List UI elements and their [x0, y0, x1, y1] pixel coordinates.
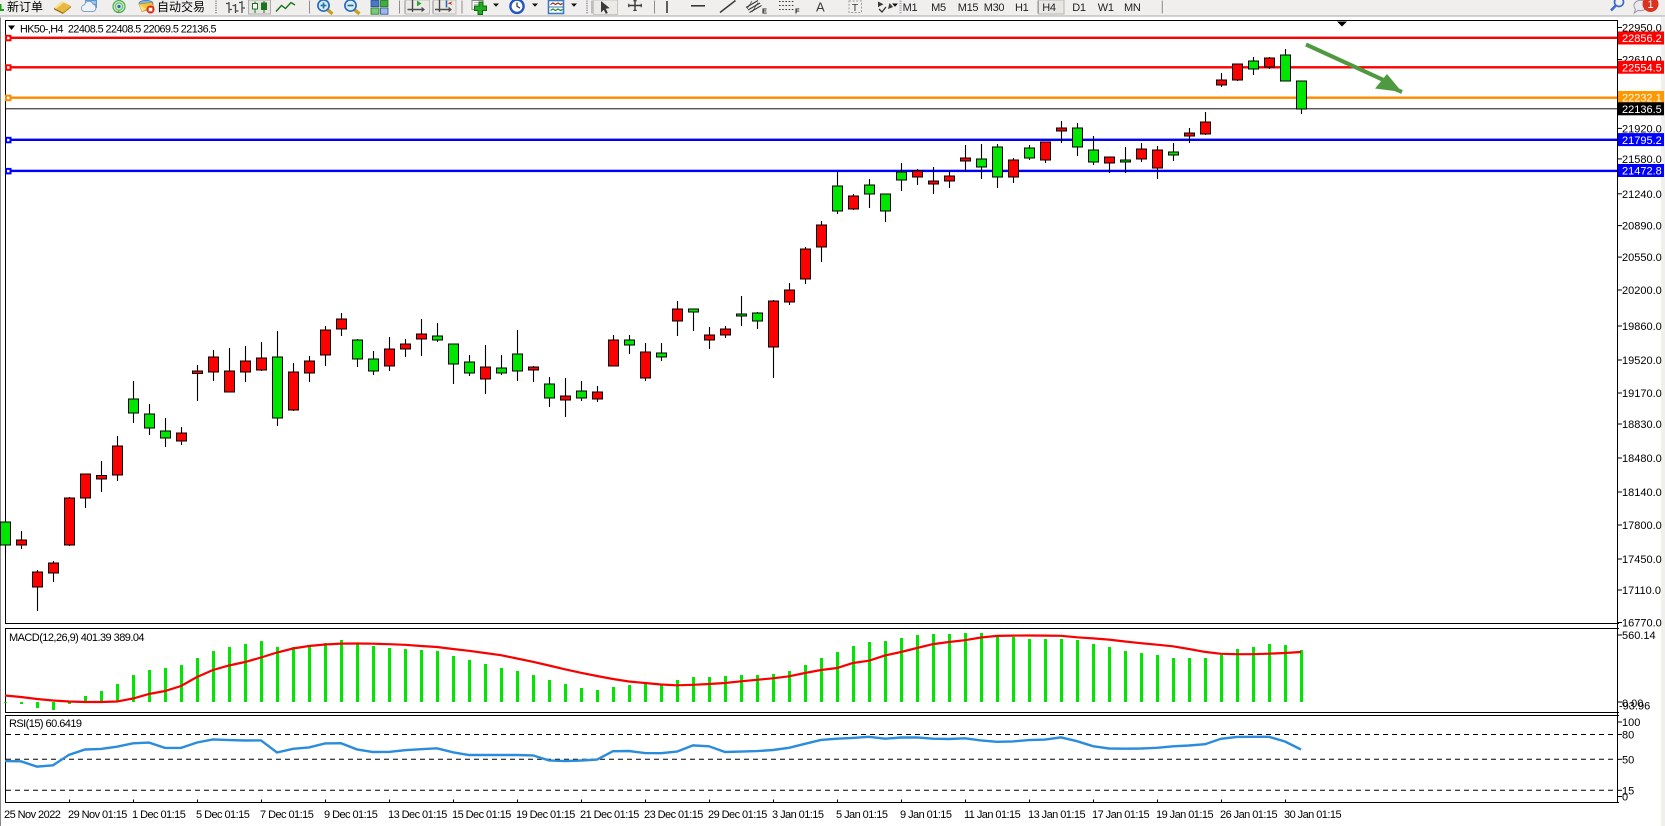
- svg-text:19170.0: 19170.0: [1622, 388, 1662, 400]
- svg-text:21795.2: 21795.2: [1622, 135, 1662, 147]
- svg-text:A: A: [816, 0, 825, 15]
- svg-text:20550.0: 20550.0: [1622, 252, 1662, 264]
- svg-text:21 Dec 01:15: 21 Dec 01:15: [580, 809, 639, 821]
- svg-text:13 Dec 01:15: 13 Dec 01:15: [388, 809, 447, 821]
- svg-text:20890.0: 20890.0: [1622, 221, 1662, 233]
- svg-text:MN: MN: [1124, 2, 1141, 14]
- svg-text:22554.5: 22554.5: [1622, 62, 1662, 74]
- svg-text:自动交易: 自动交易: [157, 0, 205, 14]
- svg-text:560.14: 560.14: [1622, 630, 1656, 642]
- svg-text:23 Dec 01:15: 23 Dec 01:15: [644, 809, 703, 821]
- svg-text:H1: H1: [1015, 2, 1029, 14]
- svg-text:HK50-,H4 22408.5 22408.5 2206: HK50-,H4 22408.5 22408.5 22069.5 22136.5: [20, 24, 217, 36]
- svg-text:20200.0: 20200.0: [1622, 285, 1662, 297]
- svg-text:17800.0: 17800.0: [1622, 520, 1662, 532]
- svg-text:13 Jan 01:15: 13 Jan 01:15: [1028, 809, 1085, 821]
- svg-text:22136.5: 22136.5: [1622, 104, 1662, 116]
- svg-text:9 Jan 01:15: 9 Jan 01:15: [900, 809, 952, 821]
- svg-text:21240.0: 21240.0: [1622, 189, 1662, 201]
- svg-text:F: F: [795, 7, 800, 16]
- svg-text:3 Jan 01:15: 3 Jan 01:15: [772, 809, 824, 821]
- svg-text:16770.0: 16770.0: [1622, 618, 1662, 630]
- svg-text:19 Dec 01:15: 19 Dec 01:15: [516, 809, 575, 821]
- svg-text:1: 1: [1647, 0, 1653, 11]
- svg-text:5 Dec 01:15: 5 Dec 01:15: [196, 809, 250, 821]
- svg-text:17110.0: 17110.0: [1622, 585, 1661, 597]
- svg-text:17 Jan 01:15: 17 Jan 01:15: [1092, 809, 1149, 821]
- svg-text:22856.2: 22856.2: [1622, 33, 1662, 45]
- svg-text:21920.0: 21920.0: [1622, 123, 1662, 135]
- svg-text:30 Jan 01:15: 30 Jan 01:15: [1284, 809, 1341, 821]
- svg-text:29 Dec 01:15: 29 Dec 01:15: [708, 809, 767, 821]
- svg-text:80: 80: [1622, 730, 1634, 742]
- svg-text:50: 50: [1622, 754, 1634, 766]
- svg-text:-93.96: -93.96: [1619, 701, 1650, 713]
- svg-text:21580.0: 21580.0: [1622, 154, 1662, 166]
- svg-text:15 Dec 01:15: 15 Dec 01:15: [452, 809, 511, 821]
- svg-text:0: 0: [1622, 792, 1628, 804]
- svg-text:21472.8: 21472.8: [1622, 166, 1662, 178]
- svg-text:25 Nov 2022: 25 Nov 2022: [4, 809, 61, 821]
- svg-text:9 Dec 01:15: 9 Dec 01:15: [324, 809, 378, 821]
- svg-text:18480.0: 18480.0: [1622, 453, 1662, 465]
- svg-text:18830.0: 18830.0: [1622, 419, 1662, 431]
- svg-text:5 Jan 01:15: 5 Jan 01:15: [836, 809, 888, 821]
- svg-text:19520.0: 19520.0: [1622, 355, 1662, 367]
- svg-text:11 Jan 01:15: 11 Jan 01:15: [964, 809, 1021, 821]
- svg-text:19860.0: 19860.0: [1622, 321, 1662, 333]
- svg-text:19 Jan 01:15: 19 Jan 01:15: [1156, 809, 1213, 821]
- svg-text:1 Dec 01:15: 1 Dec 01:15: [132, 809, 186, 821]
- svg-text:E: E: [762, 7, 767, 16]
- svg-text:M30: M30: [984, 2, 1005, 14]
- svg-text:17450.0: 17450.0: [1622, 554, 1662, 566]
- svg-text:D1: D1: [1072, 2, 1086, 14]
- svg-text:MACD(12,26,9) 401.39 389.04: MACD(12,26,9) 401.39 389.04: [9, 632, 144, 644]
- svg-text:新订单: 新订单: [7, 0, 43, 14]
- svg-text:M5: M5: [931, 2, 946, 14]
- svg-text:M15: M15: [958, 2, 979, 14]
- svg-text:15: 15: [1622, 785, 1634, 797]
- svg-text:18140.0: 18140.0: [1622, 487, 1662, 499]
- svg-text:H4: H4: [1042, 2, 1056, 14]
- svg-text:M1: M1: [903, 2, 918, 14]
- svg-text:RSI(15) 60.6419: RSI(15) 60.6419: [9, 718, 82, 730]
- svg-text:T: T: [852, 2, 859, 14]
- svg-text:W1: W1: [1098, 2, 1114, 14]
- svg-text:22232.1: 22232.1: [1622, 93, 1662, 105]
- svg-text:7 Dec 01:15: 7 Dec 01:15: [260, 809, 314, 821]
- svg-text:100: 100: [1622, 717, 1640, 729]
- svg-text:0.00: 0.00: [1622, 698, 1643, 710]
- svg-text:26 Jan 01:15: 26 Jan 01:15: [1220, 809, 1277, 821]
- svg-text:29 Nov 01:15: 29 Nov 01:15: [68, 809, 127, 821]
